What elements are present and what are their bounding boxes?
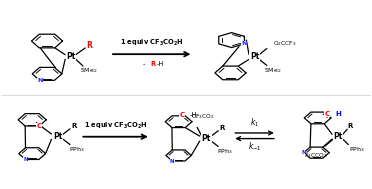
Text: N: N	[23, 157, 28, 162]
Text: CF$_3$CO$_2$: CF$_3$CO$_2$	[191, 112, 214, 121]
Text: R: R	[86, 41, 92, 50]
Text: R: R	[219, 125, 225, 131]
Text: C: C	[324, 111, 330, 117]
Text: PPh$_3$: PPh$_3$	[69, 145, 85, 154]
Text: C: C	[37, 123, 42, 129]
Text: Pt: Pt	[202, 134, 211, 143]
Text: N: N	[170, 159, 174, 163]
Text: Pt: Pt	[333, 132, 343, 141]
Text: R: R	[71, 123, 76, 129]
Text: $k_{-1}$: $k_{-1}$	[248, 141, 262, 153]
Text: O$_2$CCF$_3$: O$_2$CCF$_3$	[273, 39, 296, 48]
Text: F$_3$CCO$_2$: F$_3$CCO$_2$	[304, 151, 327, 160]
Text: Pt: Pt	[54, 132, 63, 141]
Text: SMe$_2$: SMe$_2$	[263, 66, 281, 75]
Text: N: N	[242, 41, 247, 46]
Text: Pt: Pt	[250, 53, 259, 61]
Text: N: N	[301, 150, 306, 155]
Text: $k_1$: $k_1$	[250, 116, 259, 129]
Text: PPh$_3$: PPh$_3$	[217, 147, 233, 156]
Text: -H: -H	[156, 61, 164, 67]
Text: SMe$_2$: SMe$_2$	[80, 67, 98, 75]
Text: 1 equiv $\mathbf{CF_3CO_2H}$: 1 equiv $\mathbf{CF_3CO_2H}$	[120, 38, 183, 48]
Text: R: R	[347, 123, 353, 129]
Text: H: H	[335, 111, 341, 117]
Text: PPh$_3$: PPh$_3$	[349, 145, 365, 154]
Text: C: C	[179, 112, 185, 118]
Text: N: N	[37, 78, 42, 83]
Text: -H: -H	[189, 112, 197, 118]
Text: -: -	[143, 61, 147, 67]
Text: R: R	[150, 61, 155, 67]
Text: 1 equiv $\mathbf{CF_3CO_2H}$: 1 equiv $\mathbf{CF_3CO_2H}$	[84, 120, 147, 131]
Text: Pt: Pt	[67, 53, 76, 61]
